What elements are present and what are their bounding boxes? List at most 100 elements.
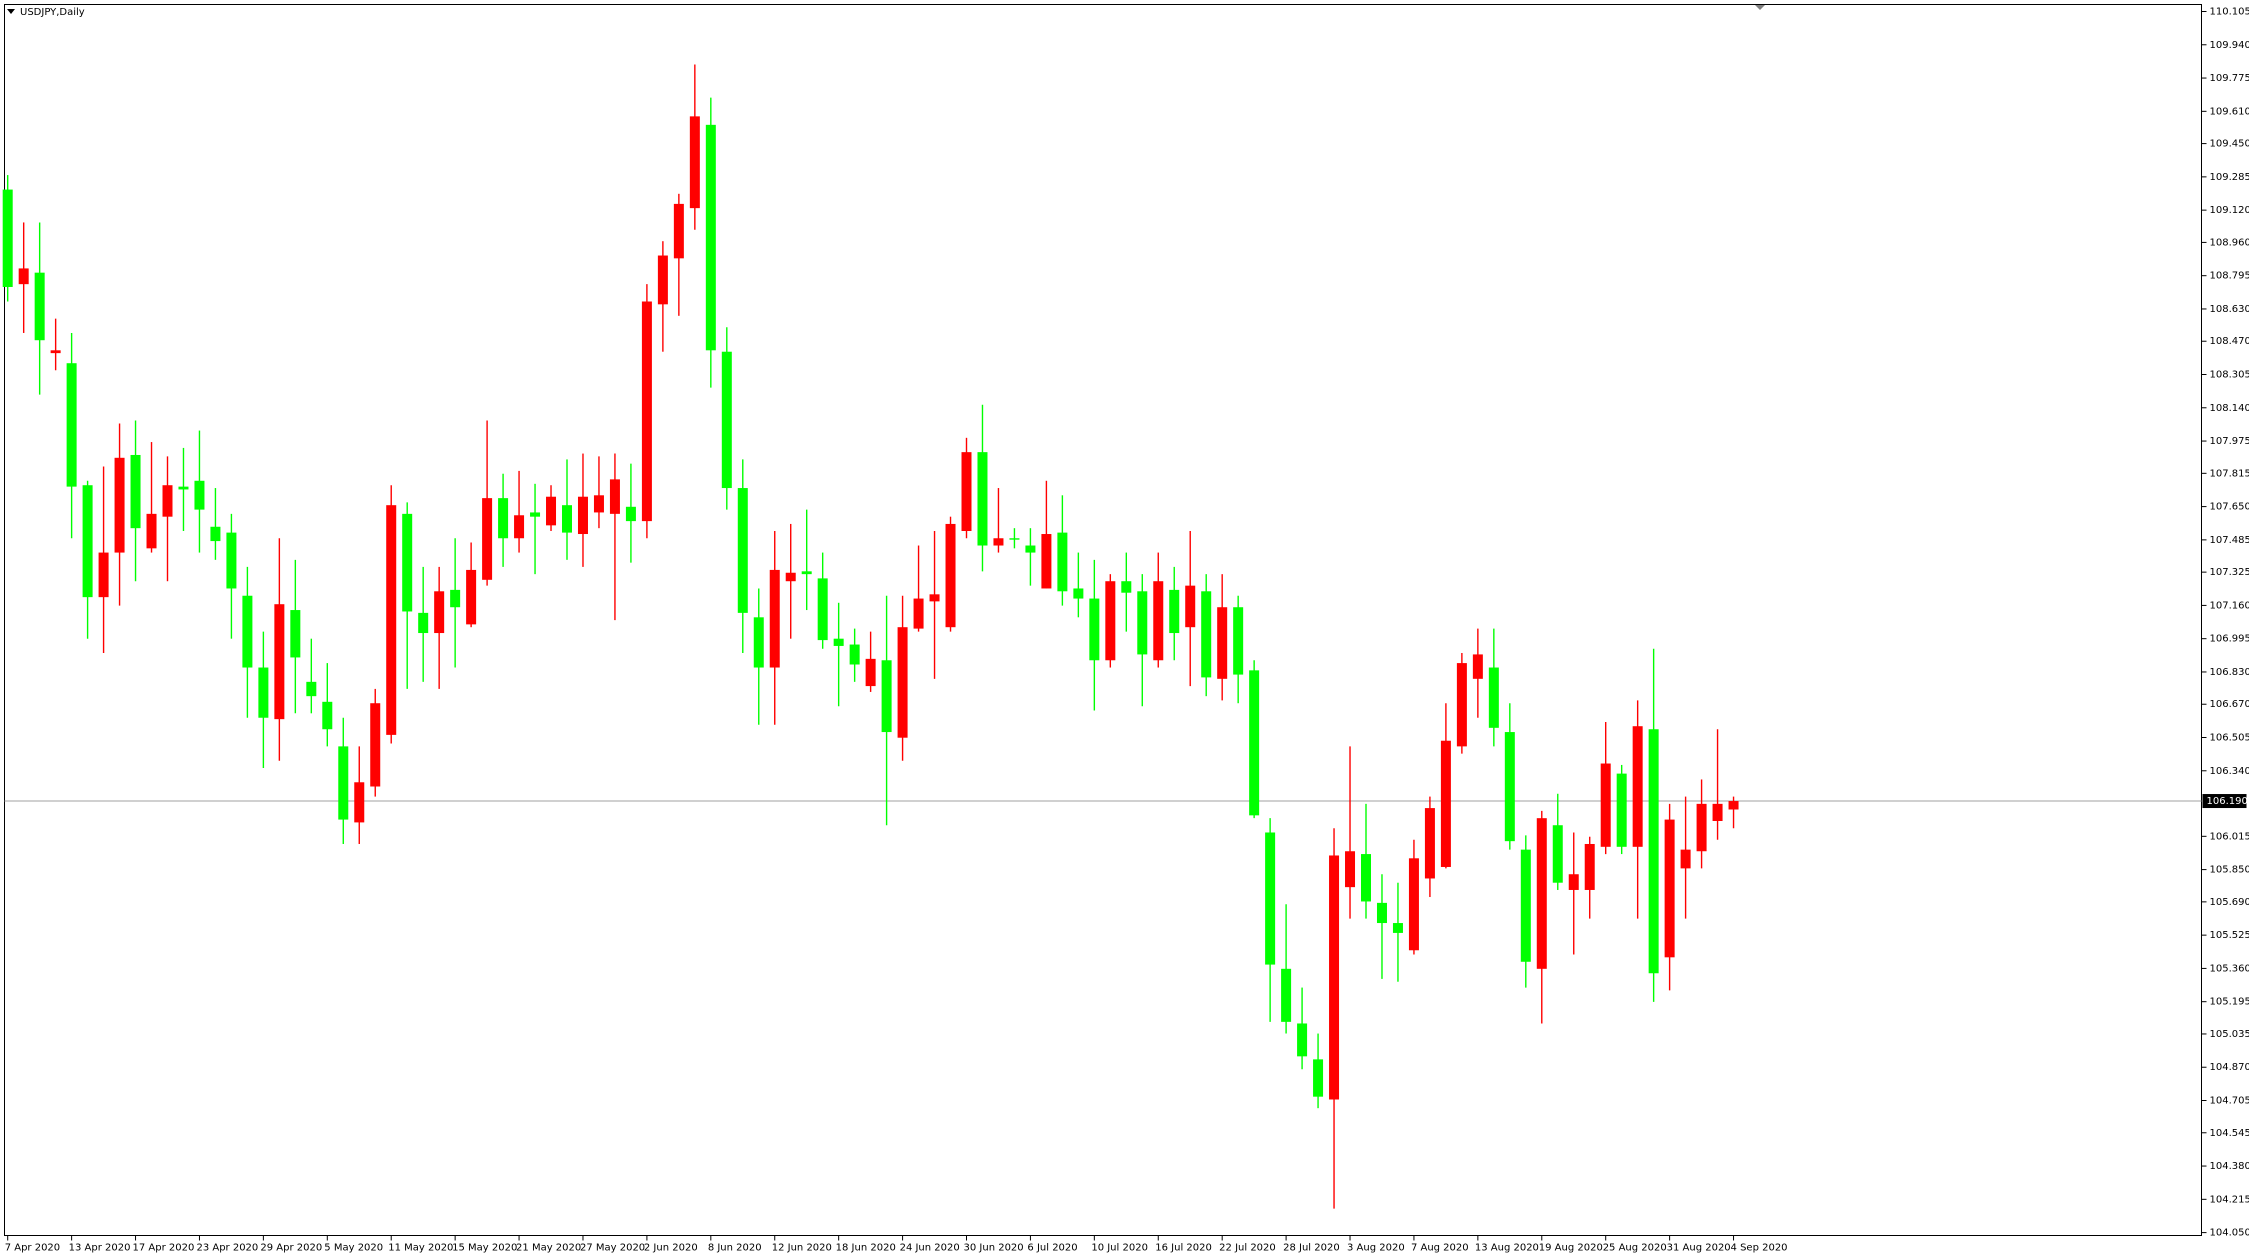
candle-body [434, 591, 445, 634]
candle-body [418, 612, 429, 634]
candle-body [114, 457, 125, 553]
candle-body [2, 189, 13, 287]
candle-body [34, 272, 45, 341]
x-tick-label: 25 Aug 2020 [1603, 1243, 1667, 1254]
y-tick-label: 107.485 [2210, 535, 2249, 546]
candle-body [1009, 538, 1020, 540]
candle-body [450, 589, 461, 608]
candle-body [210, 526, 221, 542]
x-tick-label: 6 Jul 2020 [1027, 1243, 1077, 1254]
candle-body [1472, 654, 1483, 679]
shift-marker[interactable] [1755, 5, 1765, 10]
candle-body [849, 644, 860, 665]
candle-body [897, 627, 908, 738]
y-tick-label: 109.285 [2210, 172, 2249, 183]
candle-body [945, 523, 956, 628]
x-tick-label: 31 Aug 2020 [1667, 1243, 1731, 1254]
candle-body [769, 569, 780, 668]
y-tick-label: 104.705 [2210, 1096, 2249, 1107]
candle-body [1313, 1059, 1324, 1097]
y-tick-label: 104.380 [2210, 1161, 2249, 1172]
y-tick-label: 109.120 [2210, 205, 2249, 216]
candle-body [1121, 581, 1132, 593]
candle-body [1073, 588, 1084, 599]
candle-body [1185, 585, 1196, 628]
candle-body [1169, 589, 1180, 634]
x-tick-label: 29 Apr 2020 [260, 1243, 322, 1254]
menu-triangle[interactable] [7, 9, 15, 14]
candle-body [1568, 874, 1579, 890]
y-tick-label: 105.850 [2210, 865, 2249, 876]
candle-body [178, 486, 189, 490]
y-tick-label: 106.015 [2210, 831, 2249, 842]
candle-body [546, 496, 557, 526]
y-tick-label: 105.525 [2210, 930, 2249, 941]
candle-body [1249, 670, 1260, 816]
candle-body [593, 495, 604, 513]
y-tick-label: 106.830 [2210, 667, 2249, 678]
x-tick-label: 30 Jun 2020 [964, 1243, 1024, 1254]
candle-body [913, 598, 924, 629]
candle-body [1025, 545, 1036, 553]
candle-body [577, 496, 588, 535]
x-tick-label: 24 Jun 2020 [900, 1243, 960, 1254]
x-tick-label: 21 May 2020 [516, 1243, 581, 1254]
y-tick-label: 106.340 [2210, 766, 2249, 777]
y-tick-label: 108.305 [2210, 370, 2249, 381]
y-tick-label: 107.815 [2210, 468, 2249, 479]
candle-body [705, 124, 716, 351]
candle-body [689, 116, 700, 209]
candle-body [1041, 534, 1052, 589]
candle-body [721, 351, 732, 489]
y-tick-label: 104.870 [2210, 1062, 2249, 1073]
candle-body [1297, 1023, 1308, 1057]
candle-body [1153, 581, 1164, 661]
y-tick-label: 108.795 [2210, 271, 2249, 282]
candle-body [737, 488, 748, 613]
candle-body [1696, 803, 1707, 852]
candle-body [226, 532, 237, 589]
x-tick-label: 13 Aug 2020 [1475, 1243, 1539, 1254]
candle-body [322, 701, 333, 730]
chart-title: USDJPY,Daily [20, 7, 85, 18]
y-tick-label: 110.105 [2210, 7, 2249, 18]
candle-body [1600, 763, 1611, 847]
candle-body [1584, 843, 1595, 890]
candle-body [1504, 732, 1515, 842]
candle-body [1265, 832, 1276, 965]
y-tick-label: 108.470 [2210, 336, 2249, 347]
candle-body [274, 604, 285, 720]
y-tick-label: 104.215 [2210, 1194, 2249, 1205]
x-tick-label: 19 Aug 2020 [1539, 1243, 1603, 1254]
candle-body [1233, 607, 1244, 675]
candle-body [817, 578, 828, 641]
x-tick-label: 15 May 2020 [452, 1243, 517, 1254]
candle-body [1648, 729, 1659, 974]
x-tick-label: 10 Jul 2020 [1091, 1243, 1148, 1254]
candle-body [1392, 923, 1403, 933]
y-tick-label: 109.610 [2210, 106, 2249, 117]
candle-body [961, 452, 972, 531]
candle-body [1488, 667, 1499, 728]
candle-body [130, 454, 141, 529]
candle-body [1664, 819, 1675, 958]
candle-body [1201, 591, 1212, 678]
candle-body [881, 660, 892, 733]
y-tick-label: 107.325 [2210, 567, 2249, 578]
y-tick-label: 108.960 [2210, 237, 2249, 248]
current-price-box [2202, 794, 2247, 809]
candle-body [1361, 854, 1371, 902]
x-tick-label: 7 Aug 2020 [1411, 1243, 1469, 1254]
candle-body [1137, 591, 1148, 655]
y-tick-label: 106.505 [2210, 733, 2249, 744]
candle-body [1616, 773, 1627, 847]
y-tick-label: 109.450 [2210, 139, 2249, 150]
candle-body [1440, 740, 1451, 867]
candle-body [1281, 968, 1292, 1022]
candle-body [1089, 598, 1100, 661]
y-tick-label: 106.995 [2210, 634, 2249, 645]
candle-body [370, 703, 381, 787]
y-tick-label: 105.690 [2210, 897, 2249, 908]
